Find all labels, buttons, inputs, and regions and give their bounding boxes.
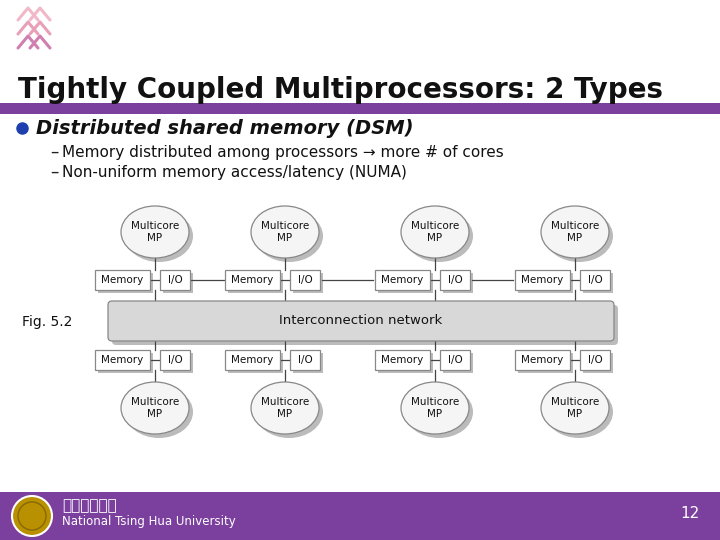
Text: I/O: I/O [168, 355, 182, 365]
Ellipse shape [251, 206, 319, 258]
FancyBboxPatch shape [443, 273, 473, 293]
Text: Memory: Memory [102, 275, 143, 285]
FancyBboxPatch shape [515, 350, 570, 370]
Text: Fig. 5.2: Fig. 5.2 [22, 315, 73, 329]
FancyBboxPatch shape [98, 273, 153, 293]
Text: I/O: I/O [297, 275, 312, 285]
FancyBboxPatch shape [228, 273, 283, 293]
FancyBboxPatch shape [98, 353, 153, 373]
Text: 國立清華大學: 國立清華大學 [62, 498, 117, 514]
Text: –: – [50, 143, 58, 161]
Text: I/O: I/O [448, 275, 462, 285]
Circle shape [12, 496, 52, 536]
Ellipse shape [125, 210, 193, 262]
Text: Multicore
MP: Multicore MP [411, 397, 459, 419]
Text: Memory: Memory [382, 275, 423, 285]
FancyBboxPatch shape [375, 270, 430, 290]
FancyBboxPatch shape [378, 353, 433, 373]
Text: Multicore
MP: Multicore MP [131, 221, 179, 243]
Text: Memory: Memory [102, 355, 143, 365]
FancyBboxPatch shape [290, 270, 320, 290]
FancyBboxPatch shape [293, 353, 323, 373]
FancyBboxPatch shape [160, 270, 190, 290]
FancyBboxPatch shape [95, 350, 150, 370]
FancyBboxPatch shape [290, 350, 320, 370]
Text: Multicore
MP: Multicore MP [551, 397, 599, 419]
FancyBboxPatch shape [440, 270, 470, 290]
FancyBboxPatch shape [583, 353, 613, 373]
FancyBboxPatch shape [108, 301, 614, 341]
Ellipse shape [545, 386, 613, 438]
Text: 12: 12 [680, 507, 700, 522]
Ellipse shape [121, 206, 189, 258]
FancyBboxPatch shape [378, 273, 433, 293]
FancyBboxPatch shape [580, 270, 610, 290]
Ellipse shape [121, 382, 189, 434]
FancyBboxPatch shape [293, 273, 323, 293]
Text: I/O: I/O [168, 275, 182, 285]
Text: Multicore
MP: Multicore MP [551, 221, 599, 243]
Text: Non-uniform memory access/latency (NUMA): Non-uniform memory access/latency (NUMA) [62, 165, 407, 179]
FancyBboxPatch shape [580, 350, 610, 370]
Ellipse shape [255, 386, 323, 438]
FancyBboxPatch shape [160, 350, 190, 370]
Text: Distributed shared memory (DSM): Distributed shared memory (DSM) [36, 118, 413, 138]
FancyBboxPatch shape [112, 305, 618, 345]
FancyBboxPatch shape [440, 350, 470, 370]
Ellipse shape [541, 206, 609, 258]
FancyBboxPatch shape [583, 273, 613, 293]
FancyBboxPatch shape [518, 353, 573, 373]
FancyBboxPatch shape [225, 270, 280, 290]
Ellipse shape [251, 382, 319, 434]
Text: National Tsing Hua University: National Tsing Hua University [62, 516, 235, 529]
FancyBboxPatch shape [163, 273, 193, 293]
Text: Multicore
MP: Multicore MP [261, 221, 309, 243]
Text: Memory distributed among processors → more # of cores: Memory distributed among processors → mo… [62, 145, 504, 159]
FancyBboxPatch shape [518, 273, 573, 293]
FancyBboxPatch shape [515, 270, 570, 290]
Ellipse shape [541, 382, 609, 434]
FancyBboxPatch shape [0, 103, 720, 114]
Ellipse shape [401, 382, 469, 434]
FancyBboxPatch shape [443, 353, 473, 373]
Text: Multicore
MP: Multicore MP [411, 221, 459, 243]
Text: I/O: I/O [588, 355, 603, 365]
Ellipse shape [405, 210, 473, 262]
Text: Multicore
MP: Multicore MP [131, 397, 179, 419]
Text: Multicore
MP: Multicore MP [261, 397, 309, 419]
Text: I/O: I/O [588, 275, 603, 285]
Text: Interconnection network: Interconnection network [279, 314, 443, 327]
Text: Memory: Memory [231, 275, 274, 285]
Text: Tightly Coupled Multiprocessors: 2 Types: Tightly Coupled Multiprocessors: 2 Types [18, 76, 663, 104]
FancyBboxPatch shape [163, 353, 193, 373]
FancyBboxPatch shape [0, 492, 720, 540]
FancyBboxPatch shape [228, 353, 283, 373]
Text: I/O: I/O [448, 355, 462, 365]
FancyBboxPatch shape [225, 350, 280, 370]
FancyBboxPatch shape [375, 350, 430, 370]
Text: Memory: Memory [382, 355, 423, 365]
Ellipse shape [401, 206, 469, 258]
Text: –: – [50, 163, 58, 181]
Text: Memory: Memory [231, 355, 274, 365]
Text: Memory: Memory [521, 275, 564, 285]
Ellipse shape [125, 386, 193, 438]
Ellipse shape [545, 210, 613, 262]
Text: Memory: Memory [521, 355, 564, 365]
Ellipse shape [255, 210, 323, 262]
Ellipse shape [405, 386, 473, 438]
FancyBboxPatch shape [95, 270, 150, 290]
Text: I/O: I/O [297, 355, 312, 365]
